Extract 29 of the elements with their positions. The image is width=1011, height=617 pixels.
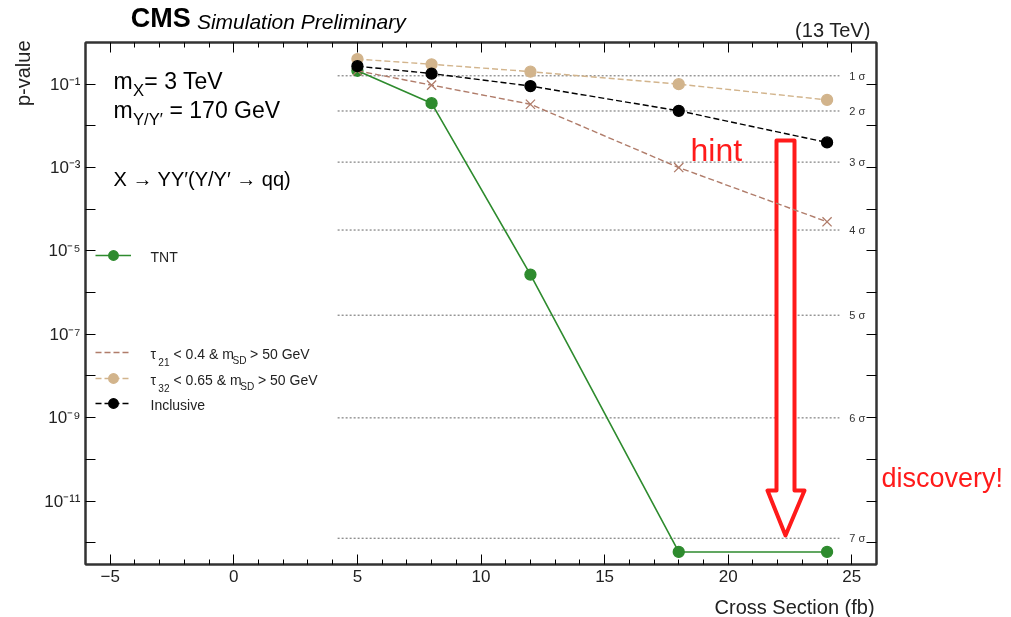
ref-line-label: 7 σ <box>849 532 866 545</box>
y-tick-label: 10⁻⁷ <box>49 324 81 344</box>
text: discovery! <box>881 463 1004 494</box>
legend-label: TNT <box>150 248 179 265</box>
annotation: X → YY′(Y/Y′ → qq) <box>113 167 291 190</box>
y-tick-label: 10⁻¹ <box>49 74 81 94</box>
annotation: hint <box>690 131 743 168</box>
y-tick-label: 10⁻⁹ <box>48 408 81 428</box>
ref-line-label: 1 σ <box>849 69 866 82</box>
ref-line-label: 6 σ <box>849 411 866 424</box>
x-tick-label: 5 <box>352 566 363 586</box>
x-tick-label: −5 <box>100 566 120 586</box>
x-axis-title: Cross Section (fb) <box>714 595 875 617</box>
x-tick-label: 20 <box>718 566 738 586</box>
x-tick-label: 10 <box>471 566 491 586</box>
chart-subtitle: Simulation Preliminary <box>196 9 408 33</box>
legend-label: Inclusive <box>150 396 206 413</box>
y-axis-title: p-value <box>11 40 34 107</box>
chart-title: CMS <box>130 2 191 33</box>
y-tick-label: 10⁻⁵ <box>48 241 81 261</box>
ref-line-label: 5 σ <box>849 309 866 322</box>
ref-line-label: 4 σ <box>849 224 866 237</box>
x-tick-label: 15 <box>595 566 615 586</box>
y-tick-label: 10⁻³ <box>49 158 81 178</box>
y-tick-label: 10⁻¹¹ <box>44 491 81 511</box>
x-tick-label: 25 <box>842 566 862 586</box>
x-tick-label: 0 <box>229 566 239 586</box>
ref-line-label: 3 σ <box>849 156 866 169</box>
ref-line-label: 2 σ <box>849 104 866 117</box>
